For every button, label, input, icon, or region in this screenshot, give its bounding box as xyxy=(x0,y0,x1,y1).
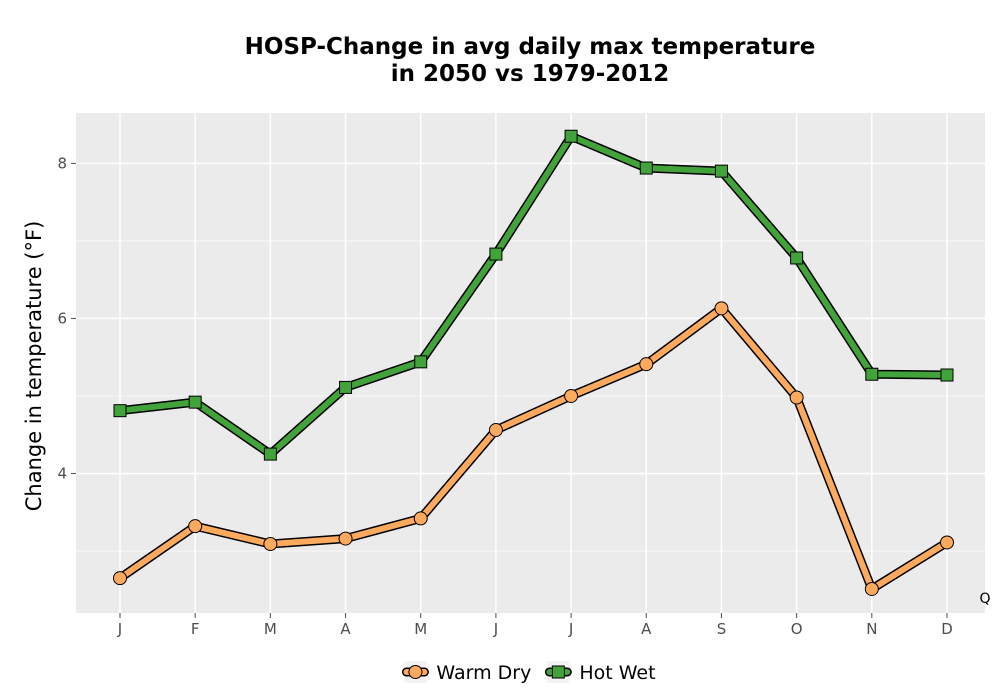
hot-wet-point xyxy=(113,404,127,418)
warm-dry-point xyxy=(188,519,203,534)
x-tick-label: A xyxy=(340,620,351,638)
y-axis-label: Change in temperature (°F) xyxy=(22,221,46,512)
hot-wet-point xyxy=(489,247,503,261)
warm-dry-point xyxy=(639,357,654,372)
x-tick-label: A xyxy=(641,620,652,638)
legend-key-marker xyxy=(408,665,423,679)
warm-dry-point xyxy=(940,535,954,550)
hot-wet-point xyxy=(865,367,879,381)
warm-dry-point xyxy=(714,301,729,316)
x-tick-label: M xyxy=(264,620,277,638)
x-tick-label: M xyxy=(414,620,427,638)
hot-wet-line xyxy=(117,133,950,458)
legend-label: Hot Wet xyxy=(579,662,655,684)
legend-label: Warm Dry xyxy=(436,662,531,684)
x-tick-label: F xyxy=(191,620,200,638)
warm-dry-point xyxy=(113,571,127,586)
warm-dry-point xyxy=(488,423,503,438)
legend-key-marker xyxy=(551,665,565,679)
legend: Warm Dry Hot Wet xyxy=(401,661,656,684)
x-tick-label: N xyxy=(866,620,877,638)
x-tick-label: D xyxy=(941,620,953,638)
plot-area: 4 6 8 J F M A M J J A S O N D xyxy=(57,113,985,638)
hot-wet-point xyxy=(790,251,804,265)
hot-wet-point xyxy=(339,380,353,394)
y-tick-label: 4 xyxy=(57,464,67,482)
hot-wet-point xyxy=(263,447,277,461)
x-tick-label: J xyxy=(568,620,573,638)
warm-dry-point xyxy=(338,531,353,546)
hot-wet-point xyxy=(639,161,653,175)
warm-dry-point xyxy=(413,511,428,526)
warm-dry-point xyxy=(789,390,804,405)
hot-wet-point xyxy=(188,395,202,409)
hot-wet-point xyxy=(564,129,578,143)
hot-wet-point xyxy=(940,368,954,382)
x-tick-label: O xyxy=(791,620,803,638)
x-tick-label: J xyxy=(117,620,122,638)
corner-annotation: Q xyxy=(979,591,990,607)
y-tick-label: 8 xyxy=(57,154,67,172)
hot-wet-point xyxy=(414,355,428,369)
chart-subtitle: in 2050 vs 1979-2012 xyxy=(391,61,670,87)
warm-dry-point xyxy=(564,388,579,403)
legend-item-warm-dry: Warm Dry xyxy=(401,661,531,684)
warm-dry-line xyxy=(117,305,950,592)
x-tick-label: J xyxy=(493,620,498,638)
warm-dry-point xyxy=(263,537,278,552)
y-tick-label: 6 xyxy=(57,309,67,327)
legend-item-hot-wet: Hot Wet xyxy=(544,661,656,684)
warm-dry-point xyxy=(864,581,879,596)
hot-wet-point xyxy=(714,164,728,178)
x-tick-label: S xyxy=(717,620,727,638)
chart-title: HOSP-Change in avg daily max temperature xyxy=(245,34,816,60)
